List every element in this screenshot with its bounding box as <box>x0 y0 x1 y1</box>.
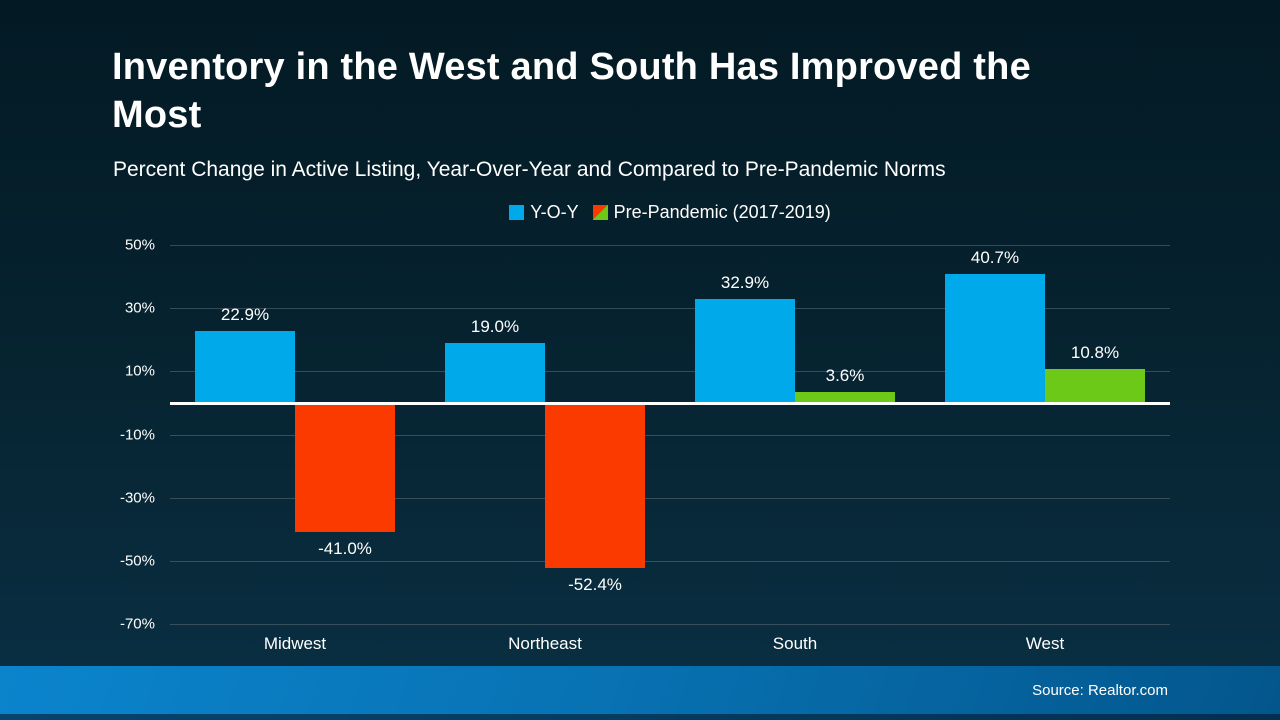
legend-label-yoy: Y-O-Y <box>530 202 579 222</box>
bar-yoy-midwest <box>195 330 295 403</box>
bar-value-label: -41.0% <box>318 539 372 559</box>
zero-axis-line <box>170 401 1170 405</box>
source-text: Source: Realtor.com <box>1032 682 1168 699</box>
x-axis-label-northeast: Northeast <box>508 634 582 653</box>
bar-value-label: 19.0% <box>470 316 520 336</box>
legend-item-yoy: Y-O-Y <box>509 202 579 223</box>
gridline <box>170 434 1170 436</box>
x-axis-label-midwest: Midwest <box>263 634 327 653</box>
bar-value-label: 22.9% <box>220 304 270 324</box>
bar-value-label: 3.6% <box>825 365 865 385</box>
y-tick-label: -50% <box>119 552 155 570</box>
bar-value-label: 10.8% <box>1070 342 1120 362</box>
bar-chart-plot-area: 50% 30% 10% -10% -30% -50% -70% 22.9% -41.0% Midw… <box>120 237 1170 653</box>
chart-subtitle: Percent Change in Active Listing, Year-O… <box>113 158 946 181</box>
legend-label-prepandemic: Pre-Pandemic (2017-2019) <box>613 202 831 222</box>
bar-value-label: 32.9% <box>720 273 770 292</box>
bar-pre-pandemic-midwest <box>295 402 395 533</box>
bar-yoy-west <box>945 274 1045 403</box>
y-tick-label: 50% <box>124 236 155 254</box>
gridline <box>170 371 1170 373</box>
bar-pre-pandemic-northeast <box>545 402 645 569</box>
x-axis-label-west: West <box>1025 634 1065 653</box>
bar-yoy-northeast <box>445 342 545 403</box>
bar-value-label: 40.7% <box>970 248 1020 268</box>
legend-swatch-yoy-icon <box>509 205 525 220</box>
legend-item-prepandemic: Pre-Pandemic (2017-2019) <box>592 202 831 223</box>
bar-value-label: -52.4% <box>568 575 622 595</box>
gridline <box>170 624 1170 625</box>
y-tick-label: 10% <box>124 362 155 380</box>
bar-pre-pandemic-west <box>1045 368 1145 403</box>
bar-yoy-south <box>695 299 795 403</box>
y-tick-label: -10% <box>119 426 155 443</box>
y-tick-label: -70% <box>119 615 155 633</box>
legend-swatch-prepandemic-icon <box>592 205 608 220</box>
y-tick-label: -30% <box>119 489 155 507</box>
gridline <box>170 308 1170 310</box>
footer-band: Source: Realtor.com <box>0 666 1280 720</box>
y-tick-label: 30% <box>124 299 155 317</box>
chart-title: Inventory in the West and South Has Impr… <box>112 46 1031 136</box>
gridline <box>170 560 1170 562</box>
gridline <box>170 245 1170 246</box>
gridline <box>170 497 1170 499</box>
bar-pre-pandemic-south <box>795 391 895 403</box>
x-axis-label-south: South <box>772 634 818 653</box>
legend: Y-O-Y Pre-Pandemic (2017-2019) <box>170 202 1170 223</box>
